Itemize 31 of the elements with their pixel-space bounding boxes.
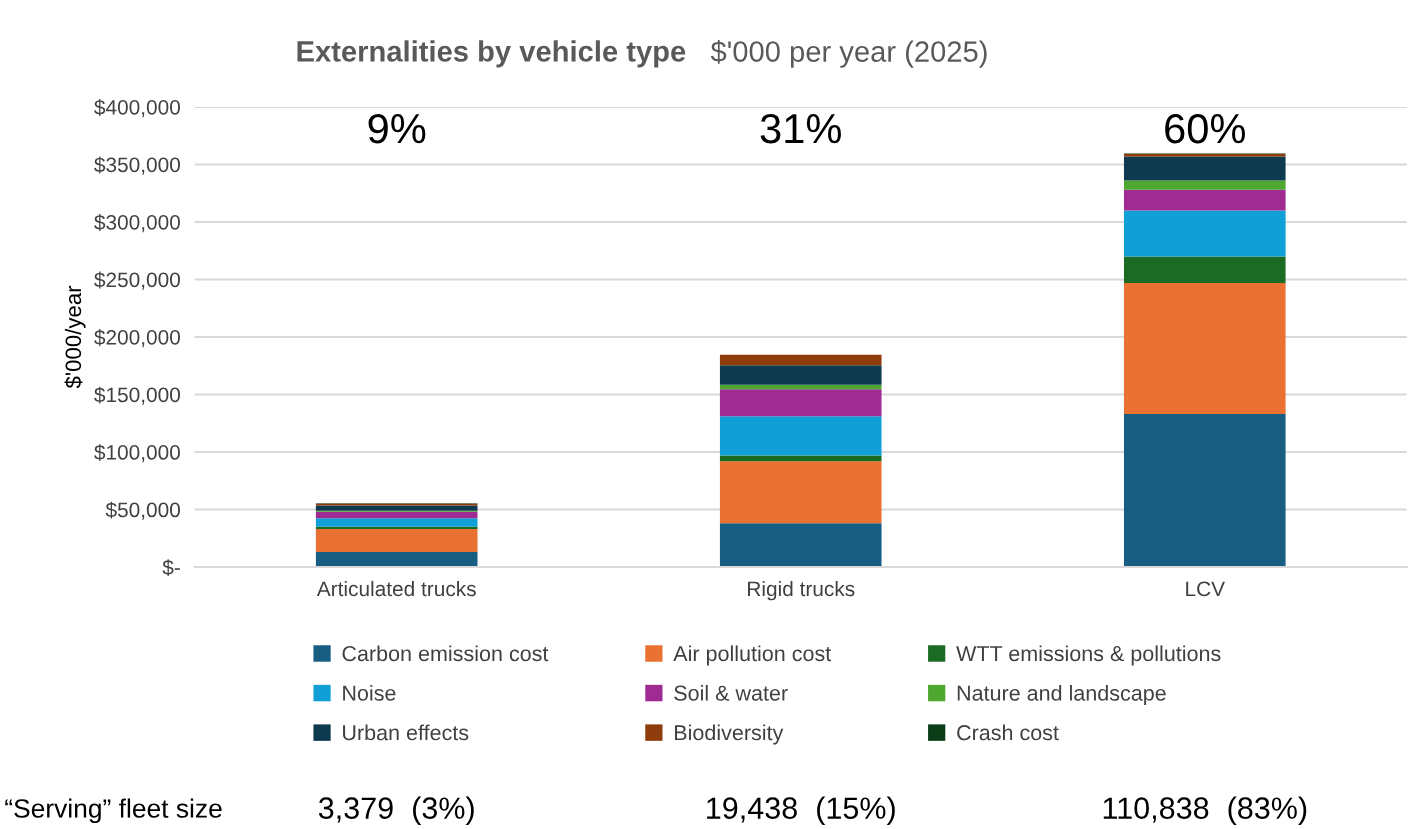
x-tick-label: Rigid trucks [748,580,855,601]
y-tick-label: $- [162,559,180,577]
y-tick-label: $50,000 [105,501,180,520]
y-tick-label: $300,000 [94,214,180,233]
text: 3,379 (3%) [318,796,474,825]
y-tick-label: $200,000 [94,329,180,348]
y-tick-label: $400,000 [94,99,180,118]
y-tick-label: $350,000 [94,156,180,175]
y-tick-label: $100,000 [94,444,180,463]
text: 110,838 (83%) [1103,796,1307,825]
text: “Serving” fleet size [5,798,222,824]
chart-subtitle: $'000 per year (2025) [710,40,987,68]
legend-label: Soil & water [674,684,788,701]
legend-label: Nature and landscape [957,684,1166,706]
y-tick-label: $150,000 [94,386,180,405]
legend-label: Urban effects [343,724,469,741]
legend-label: Biodiversity [675,724,784,745]
x-tick-label: LCV [1186,581,1225,597]
legend-label: Crash cost [957,724,1059,741]
legend-label: WTT emissions & pollutions [956,645,1221,666]
chart-title: Externalities by vehicle type [297,40,686,68]
legend-label: Carbon emission cost [342,645,549,662]
annotation: 9% [368,113,426,144]
legend-label: Noise [343,684,396,701]
y-tick-label: $250,000 [94,271,180,290]
text: 19,438 (15%) [707,796,895,825]
y-axis-title: $'000/year [64,285,86,389]
legend-label: Air pollution cost [673,645,832,666]
annotation: 31% [760,113,841,144]
x-tick-label: Articulated trucks [316,580,476,597]
annotation: 60% [1165,113,1245,144]
